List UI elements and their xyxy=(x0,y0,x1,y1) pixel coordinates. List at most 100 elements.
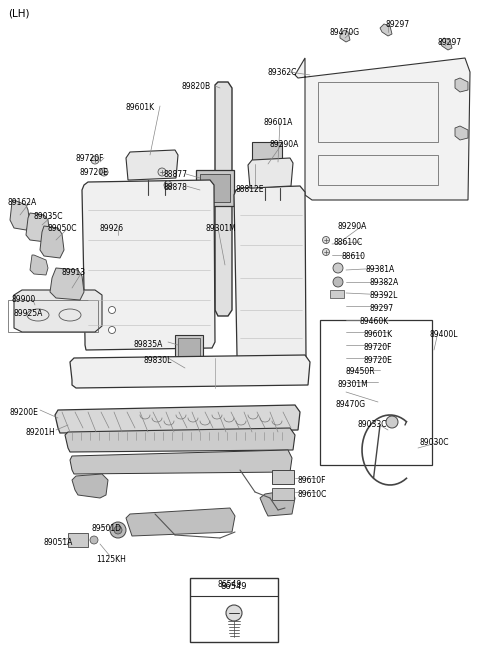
Bar xyxy=(318,155,438,185)
Polygon shape xyxy=(440,38,452,50)
Bar xyxy=(272,488,294,500)
Bar xyxy=(318,82,438,142)
Text: 89297: 89297 xyxy=(385,20,409,29)
Text: 89051A: 89051A xyxy=(44,538,73,547)
Circle shape xyxy=(323,236,329,244)
Text: 88610: 88610 xyxy=(341,252,365,261)
Text: 89460K: 89460K xyxy=(359,317,388,326)
Bar xyxy=(196,170,234,206)
Polygon shape xyxy=(40,226,64,258)
Polygon shape xyxy=(340,30,350,42)
Text: 89913: 89913 xyxy=(62,268,86,277)
Circle shape xyxy=(333,277,343,287)
Text: 89301M: 89301M xyxy=(338,380,369,389)
Text: 1125KH: 1125KH xyxy=(96,555,126,564)
Polygon shape xyxy=(50,268,84,300)
Text: 89200E: 89200E xyxy=(10,408,39,417)
Text: 89290A: 89290A xyxy=(269,140,299,149)
Polygon shape xyxy=(126,150,178,180)
Circle shape xyxy=(386,416,398,428)
Polygon shape xyxy=(65,428,295,452)
Text: 89601K: 89601K xyxy=(363,330,392,339)
Circle shape xyxy=(158,168,166,176)
Polygon shape xyxy=(14,290,102,332)
Text: 89392L: 89392L xyxy=(370,291,398,300)
Polygon shape xyxy=(248,158,293,188)
Circle shape xyxy=(333,263,343,273)
Polygon shape xyxy=(126,508,235,536)
Polygon shape xyxy=(455,126,468,140)
Bar xyxy=(252,142,282,164)
Circle shape xyxy=(164,181,172,189)
Text: 89035C: 89035C xyxy=(34,212,63,221)
Text: 86549: 86549 xyxy=(221,582,247,591)
Polygon shape xyxy=(72,474,108,498)
Text: 89162A: 89162A xyxy=(8,198,37,207)
Text: 89720E: 89720E xyxy=(80,168,109,177)
Text: 89925A: 89925A xyxy=(14,309,43,318)
Text: 89201H: 89201H xyxy=(26,428,56,437)
Circle shape xyxy=(110,522,126,538)
Text: 88877: 88877 xyxy=(163,170,187,179)
Bar xyxy=(272,470,294,484)
Text: 89381A: 89381A xyxy=(366,265,395,274)
Circle shape xyxy=(108,326,116,333)
Bar xyxy=(200,174,230,202)
Text: 89470G: 89470G xyxy=(330,28,360,37)
Polygon shape xyxy=(70,355,310,388)
Text: 89720F: 89720F xyxy=(363,343,392,352)
Text: 89900: 89900 xyxy=(12,295,36,304)
Text: 89720E: 89720E xyxy=(363,356,392,365)
Text: 89610C: 89610C xyxy=(298,490,327,499)
Text: 88610C: 88610C xyxy=(333,238,362,247)
Circle shape xyxy=(226,605,242,621)
Text: 89301M: 89301M xyxy=(205,224,236,233)
Circle shape xyxy=(114,526,122,534)
Text: 89033C: 89033C xyxy=(358,420,387,429)
Text: 89720F: 89720F xyxy=(76,154,105,163)
Text: (LH): (LH) xyxy=(8,8,29,18)
Polygon shape xyxy=(295,58,470,200)
Circle shape xyxy=(91,156,99,164)
Text: 89297: 89297 xyxy=(370,304,394,313)
Text: 89470G: 89470G xyxy=(336,400,366,409)
Circle shape xyxy=(90,536,98,544)
Polygon shape xyxy=(70,450,292,474)
Circle shape xyxy=(100,168,108,176)
Bar xyxy=(175,335,203,359)
Polygon shape xyxy=(26,213,50,242)
Bar xyxy=(190,578,278,642)
Bar xyxy=(320,320,432,465)
Circle shape xyxy=(108,307,116,314)
Polygon shape xyxy=(55,405,300,433)
Bar xyxy=(8,300,98,332)
Polygon shape xyxy=(10,200,30,230)
Text: 89820B: 89820B xyxy=(182,82,211,91)
Text: 88878: 88878 xyxy=(163,183,187,192)
Polygon shape xyxy=(30,255,48,275)
Bar xyxy=(178,338,200,356)
Text: 89610F: 89610F xyxy=(298,476,326,485)
Polygon shape xyxy=(234,186,306,366)
Text: 89382A: 89382A xyxy=(370,278,399,287)
Polygon shape xyxy=(82,180,215,350)
Polygon shape xyxy=(455,78,468,92)
Text: 89835A: 89835A xyxy=(133,340,162,349)
Text: 89297: 89297 xyxy=(438,38,462,47)
Text: 89830L: 89830L xyxy=(143,356,171,365)
Circle shape xyxy=(323,248,329,255)
Text: 89362C: 89362C xyxy=(268,68,298,77)
Text: 89601K: 89601K xyxy=(126,103,155,112)
Text: 89601A: 89601A xyxy=(263,118,292,127)
Bar xyxy=(330,290,344,298)
Text: 89030C: 89030C xyxy=(420,438,449,447)
Text: 89926: 89926 xyxy=(100,224,124,233)
Text: 89450R: 89450R xyxy=(345,367,374,376)
Bar xyxy=(68,533,88,547)
Text: 86549: 86549 xyxy=(218,580,242,589)
Text: 88812E: 88812E xyxy=(235,185,264,194)
Polygon shape xyxy=(380,24,392,36)
Text: 89050C: 89050C xyxy=(48,224,77,233)
Polygon shape xyxy=(215,82,232,316)
Text: 89290A: 89290A xyxy=(338,222,367,231)
